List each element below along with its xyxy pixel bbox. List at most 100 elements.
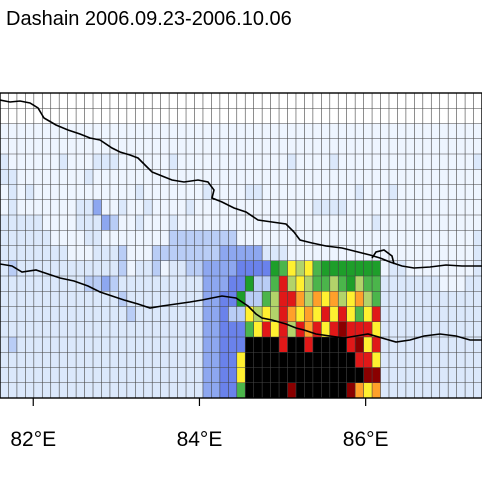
grid-cell	[448, 321, 457, 338]
grid-cell	[50, 93, 60, 109]
grid-cell	[135, 199, 145, 216]
grid-cell	[346, 108, 356, 124]
grid-cell	[33, 276, 43, 292]
grid-cell	[295, 352, 305, 368]
grid-cell	[25, 306, 35, 323]
grid-cell	[42, 93, 52, 109]
grid-cell	[465, 352, 474, 368]
grid-cell	[109, 382, 119, 399]
grid-cell	[304, 321, 314, 338]
grid-cell	[211, 352, 221, 368]
grid-cell	[33, 215, 43, 231]
grid-cell	[448, 199, 457, 216]
grid-cell	[67, 215, 77, 231]
grid-cell	[194, 337, 204, 353]
grid-cell	[448, 291, 457, 307]
grid-cell	[33, 260, 43, 277]
grid-cell	[253, 93, 263, 109]
grid-cell	[59, 306, 68, 323]
grid-cell	[25, 245, 35, 262]
grid-cell	[422, 367, 432, 384]
grid-cell	[236, 108, 246, 124]
grid-cell	[465, 169, 474, 185]
grid-cell	[321, 123, 331, 140]
map-title: Dashain 2006.09.23-2006.10.06	[6, 8, 292, 30]
grid-cell	[50, 169, 60, 185]
grid-cell	[321, 306, 331, 323]
grid-cell	[169, 154, 178, 170]
grid-cell	[380, 184, 390, 201]
grid-cell	[456, 184, 466, 201]
grid-cell	[93, 138, 102, 155]
grid-cell	[380, 306, 390, 323]
grid-cell	[160, 230, 170, 246]
grid-cell	[25, 154, 35, 170]
grid-cell	[388, 337, 398, 353]
grid-cell	[388, 230, 398, 246]
grid-cell	[160, 260, 170, 277]
grid-cell	[118, 184, 128, 201]
grid-cell	[439, 306, 449, 323]
grid-cell	[262, 306, 271, 323]
grid-cell	[304, 352, 314, 368]
grid-cell	[16, 108, 26, 124]
grid-cell	[380, 93, 390, 109]
grid-cell	[473, 382, 482, 399]
grid-cell	[465, 184, 474, 201]
grid-cell	[456, 154, 466, 170]
grid-cell	[439, 123, 449, 140]
grid-cell	[473, 93, 482, 109]
grid-cell	[219, 337, 229, 353]
grid-cell	[8, 352, 18, 368]
grid-cell	[16, 276, 26, 292]
grid-cell	[186, 123, 195, 140]
grid-cell	[372, 260, 381, 277]
grid-cell	[372, 154, 381, 170]
grid-cell	[295, 123, 305, 140]
grid-cell	[109, 138, 119, 155]
grid-cell	[211, 138, 221, 155]
grid-cell	[50, 306, 60, 323]
grid-cell	[245, 291, 254, 307]
grid-cell	[236, 184, 246, 201]
grid-cell	[388, 276, 398, 292]
grid-cell	[448, 169, 457, 185]
grid-cell	[186, 184, 195, 201]
grid-cell	[465, 382, 474, 399]
grid-cell	[279, 108, 288, 124]
grid-cell	[270, 276, 280, 292]
grid-cell	[25, 230, 35, 246]
grid-cell	[473, 215, 482, 231]
grid-cell	[279, 123, 288, 140]
grid-cell	[338, 123, 348, 140]
grid-cell	[84, 321, 94, 338]
grid-cell	[372, 245, 381, 262]
grid-cell	[219, 215, 229, 231]
grid-cell	[16, 306, 26, 323]
grid-cell	[236, 154, 246, 170]
grid-cell	[270, 230, 280, 246]
grid-cell	[321, 138, 331, 155]
grid-cell	[422, 169, 432, 185]
grid-cell	[118, 199, 128, 216]
grid-cell	[295, 93, 305, 109]
grid-cell	[346, 276, 356, 292]
grid-cell	[448, 337, 457, 353]
grid-cell	[93, 352, 102, 368]
grid-cell	[236, 276, 246, 292]
grid-cell	[304, 337, 314, 353]
grid-cell	[219, 199, 229, 216]
grid-cell	[143, 367, 153, 384]
grid-cell	[228, 184, 238, 201]
grid-cell	[372, 276, 381, 292]
grid-cell	[135, 169, 145, 185]
grid-cell	[262, 321, 271, 338]
grid-cell	[118, 154, 128, 170]
grid-cell	[219, 245, 229, 262]
grid-cell	[262, 337, 271, 353]
grid-cell	[372, 199, 381, 216]
grid-cell	[270, 138, 280, 155]
grid-cell	[287, 138, 297, 155]
grid-cell	[279, 199, 288, 216]
grid-cell	[439, 230, 449, 246]
